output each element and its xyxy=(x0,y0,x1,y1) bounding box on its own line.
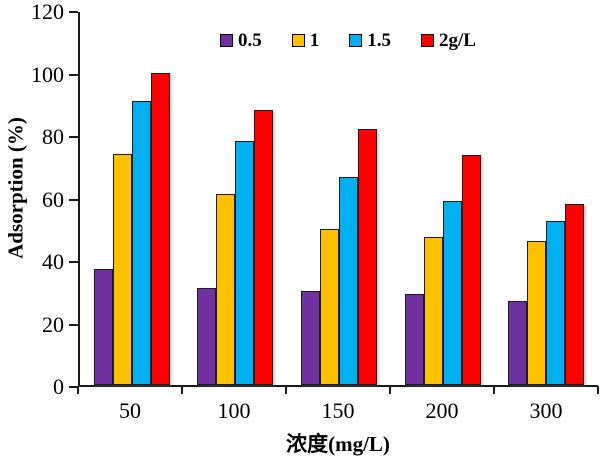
bar-2g/L-at-200 xyxy=(461,155,481,385)
bar-1-at-150 xyxy=(319,228,339,385)
y-axis-tick xyxy=(69,73,78,76)
bar-group-50 xyxy=(80,12,184,385)
bar-1-at-200 xyxy=(423,236,443,385)
x-tick-label-150: 150 xyxy=(321,398,355,423)
bar-0.5-at-300 xyxy=(508,300,528,385)
legend-swatch-icon xyxy=(291,34,305,47)
y-tick-label-120: 120 xyxy=(31,0,64,24)
bar-1-at-300 xyxy=(527,241,547,385)
y-tick-label-60: 60 xyxy=(42,186,64,212)
legend-swatch-icon xyxy=(349,34,363,47)
x-axis-title: 浓度(mg/L) xyxy=(286,432,390,456)
x-axis-tick xyxy=(493,386,495,394)
y-tick-label-40: 40 xyxy=(42,249,64,274)
y-tick-label-0: 0 xyxy=(53,374,64,399)
x-axis-tick xyxy=(597,386,599,394)
y-axis-tick xyxy=(69,198,78,201)
bar-2g/L-at-150 xyxy=(357,128,377,385)
legend-label: 1.5 xyxy=(367,30,391,51)
bar-0.5-at-200 xyxy=(404,294,424,385)
x-axis-tick xyxy=(181,386,183,394)
y-tick-label-100: 100 xyxy=(31,61,64,87)
y-axis-tick xyxy=(69,261,78,263)
x-axis-tick xyxy=(77,386,79,394)
bar-1-at-50 xyxy=(112,153,132,385)
bar-2g/L-at-100 xyxy=(254,110,274,385)
y-axis-tick xyxy=(69,11,78,13)
bar-2g/L-at-300 xyxy=(565,203,585,385)
bar-1.5-at-100 xyxy=(235,141,255,385)
bar-0.5-at-150 xyxy=(300,291,320,385)
x-axis-tick xyxy=(389,386,391,394)
bar-1-at-100 xyxy=(216,194,236,385)
bar-1.5-at-150 xyxy=(338,177,358,385)
legend-swatch-icon xyxy=(220,34,233,47)
x-tick-label-300: 300 xyxy=(529,398,563,423)
x-tick-label-200: 200 xyxy=(425,398,459,423)
y-tick-label-80: 80 xyxy=(42,124,64,149)
x-tick-label-50: 50 xyxy=(119,398,141,423)
legend-label: 0.5 xyxy=(238,30,262,51)
x-axis-tick xyxy=(285,386,287,394)
bar-1.5-at-200 xyxy=(442,200,462,385)
bar-group-300 xyxy=(494,12,598,385)
bar-1.5-at-300 xyxy=(546,220,566,385)
legend-item-2g/L: 2g/L xyxy=(421,31,476,50)
plot-area xyxy=(78,12,598,387)
bar-0.5-at-50 xyxy=(93,269,113,385)
legend-item-1: 1 xyxy=(291,30,320,51)
bar-2g/L-at-50 xyxy=(150,72,170,385)
bar-group-200 xyxy=(391,12,495,385)
bar-group-100 xyxy=(184,12,288,385)
bar-group-150 xyxy=(287,12,391,385)
legend-label: 2g/L xyxy=(439,30,476,51)
legend: 0.5 1 1.5 2g/L xyxy=(220,31,476,50)
y-axis-tick xyxy=(69,323,78,326)
y-axis-tick xyxy=(69,386,78,388)
legend-swatch-icon xyxy=(421,34,434,47)
x-tick-label-100: 100 xyxy=(217,398,251,423)
legend-item-1.5: 1.5 xyxy=(349,31,391,50)
bar-1.5-at-50 xyxy=(131,100,151,385)
y-axis-tick xyxy=(69,136,78,138)
legend-item-0.5: 0.5 xyxy=(220,31,262,50)
legend-label: 1 xyxy=(309,30,320,51)
bar-0.5-at-100 xyxy=(197,288,217,385)
y-tick-label-20: 20 xyxy=(42,311,64,337)
